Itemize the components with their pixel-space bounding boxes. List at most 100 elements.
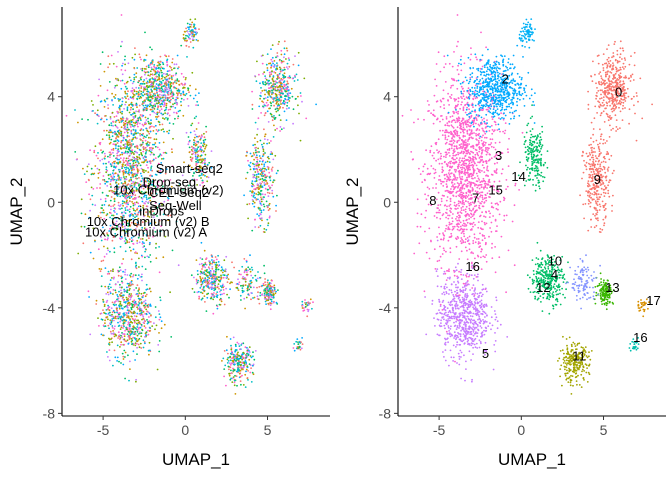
- scatter-point: [251, 180, 254, 183]
- scatter-point: [475, 172, 478, 175]
- scatter-point: [255, 176, 258, 178]
- scatter-point: [126, 126, 129, 129]
- scatter-point: [246, 171, 249, 174]
- scatter-point: [116, 315, 119, 318]
- scatter-point: [144, 268, 147, 270]
- scatter-point: [109, 292, 112, 295]
- scatter-point: [108, 124, 111, 127]
- scatter-point: [158, 111, 161, 114]
- scatter-point: [152, 78, 155, 81]
- scatter-point: [437, 191, 440, 194]
- scatter-point: [113, 251, 116, 254]
- scatter-point: [116, 134, 118, 136]
- scatter-point: [125, 157, 128, 160]
- scatter-point: [261, 90, 264, 92]
- scatter-point: [121, 207, 123, 210]
- scatter-point: [170, 91, 173, 93]
- scatter-point: [113, 319, 115, 322]
- scatter-point: [130, 330, 133, 333]
- scatter-point: [109, 151, 112, 154]
- scatter-point: [86, 170, 88, 173]
- scatter-point: [173, 102, 176, 105]
- scatter-point: [275, 93, 278, 96]
- scatter-point: [141, 161, 144, 164]
- scatter-point: [144, 73, 146, 76]
- scatter-point: [229, 356, 231, 359]
- scatter-point: [102, 301, 105, 303]
- scatter-point: [135, 92, 138, 95]
- scatter-point: [155, 118, 158, 120]
- scatter-point: [138, 177, 140, 179]
- scatter-point: [113, 349, 116, 352]
- scatter-point: [130, 272, 133, 275]
- scatter-point: [200, 158, 202, 161]
- scatter-point: [137, 233, 140, 236]
- scatter-point: [153, 108, 156, 110]
- scatter-point: [114, 172, 117, 175]
- scatter-point: [229, 366, 232, 369]
- scatter-point: [185, 45, 188, 47]
- scatter-point: [149, 327, 151, 329]
- scatter-point: [193, 117, 196, 119]
- scatter-point: [157, 71, 160, 73]
- scatter-point: [107, 293, 110, 296]
- scatter-point: [132, 326, 135, 328]
- scatter-point: [146, 94, 149, 97]
- scatter-point: [117, 281, 119, 283]
- scatter-point: [220, 300, 223, 303]
- scatter-point: [279, 106, 282, 108]
- scatter-point: [94, 145, 97, 148]
- scatter-point: [140, 335, 143, 338]
- scatter-point: [108, 341, 111, 344]
- scatter-point: [88, 193, 90, 196]
- scatter-point: [264, 75, 266, 77]
- scatter-point: [187, 105, 190, 107]
- scatter-point: [271, 97, 274, 100]
- scatter-point: [252, 351, 254, 354]
- scatter-point: [274, 292, 277, 295]
- scatter-point: [219, 298, 221, 301]
- scatter-point: [128, 328, 131, 330]
- scatter-point: [264, 138, 266, 141]
- scatter-point: [194, 18, 197, 20]
- scatter-point: [200, 146, 203, 149]
- scatter-point: [92, 110, 94, 112]
- scatter-point: [272, 100, 275, 102]
- scatter-point: [216, 278, 219, 280]
- scatter-point: [428, 257, 431, 260]
- scatter-point: [146, 255, 149, 258]
- scatter-point: [160, 108, 163, 110]
- scatter-point: [157, 344, 160, 346]
- scatter-point: [158, 109, 161, 112]
- scatter-point: [87, 163, 90, 166]
- scatter-point: [263, 228, 266, 230]
- scatter-point: [280, 89, 283, 92]
- scatter-point: [288, 107, 290, 109]
- scatter-point: [135, 380, 137, 383]
- scatter-point: [178, 182, 181, 185]
- scatter-point: [246, 289, 249, 292]
- scatter-point: [130, 258, 133, 261]
- scatter-point: [110, 122, 113, 124]
- scatter-point: [125, 175, 128, 178]
- scatter-point: [135, 166, 138, 169]
- scatter-point: [132, 93, 135, 96]
- scatter-point: [142, 294, 145, 297]
- scatter-point: [109, 199, 112, 202]
- scatter-point: [203, 141, 205, 144]
- scatter-point: [122, 258, 125, 260]
- scatter-point: [128, 139, 131, 141]
- scatter-point: [125, 326, 127, 329]
- scatter-point: [139, 114, 142, 116]
- scatter-point: [230, 372, 233, 375]
- scatter-point: [86, 165, 89, 168]
- scatter-point: [148, 79, 151, 82]
- scatter-point: [176, 89, 179, 92]
- scatter-point: [135, 328, 138, 331]
- scatter-point: [148, 136, 150, 139]
- scatter-point: [146, 161, 149, 164]
- scatter-point: [253, 158, 256, 161]
- scatter-point: [182, 76, 185, 78]
- scatter-point: [129, 228, 132, 231]
- scatter-point: [115, 220, 118, 223]
